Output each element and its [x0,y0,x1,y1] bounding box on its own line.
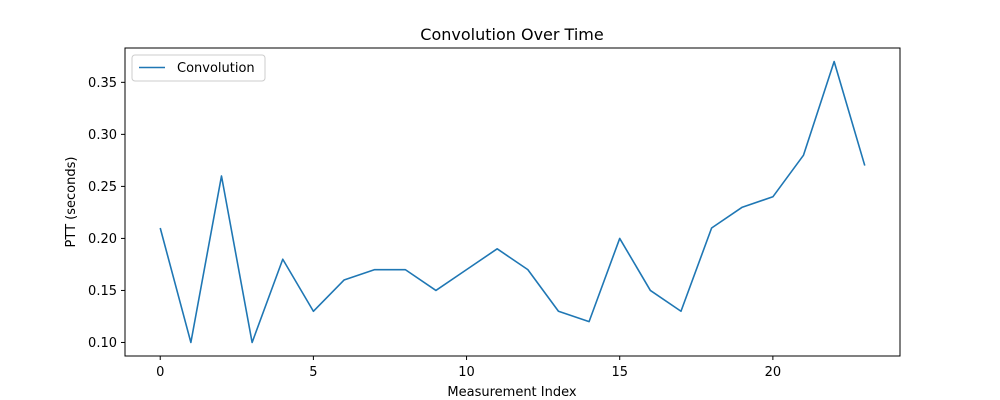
x-axis-ticks: 0 5 10 15 20 [156,356,781,380]
x-tick-label: 0 [156,365,164,380]
y-tick-label: 0.15 [88,284,117,299]
y-axis-label: PTT (seconds) [64,157,79,248]
y-tick-label: 0.35 [88,76,117,91]
legend: Convolution [131,54,266,82]
legend-box [131,54,266,82]
chart-title: Convolution Over Time [420,25,603,44]
y-axis-ticks: 0.10 0.15 0.20 0.25 0.30 0.35 [88,76,125,351]
x-tick-label: 5 [309,365,317,380]
y-tick-label: 0.20 [88,232,117,247]
x-tick-label: 10 [458,365,475,380]
plot-frame [124,47,901,357]
x-axis-label: Measurement Index [447,385,576,400]
series-layer [159,60,866,344]
y-tick-label: 0.30 [88,128,117,143]
y-tick-label: 0.25 [88,180,117,195]
series-line-0 [159,60,866,344]
x-tick-label: 20 [765,365,782,380]
x-tick-label: 15 [611,365,628,380]
y-tick-label: 0.10 [88,336,117,351]
legend-label: Convolution [177,61,255,76]
